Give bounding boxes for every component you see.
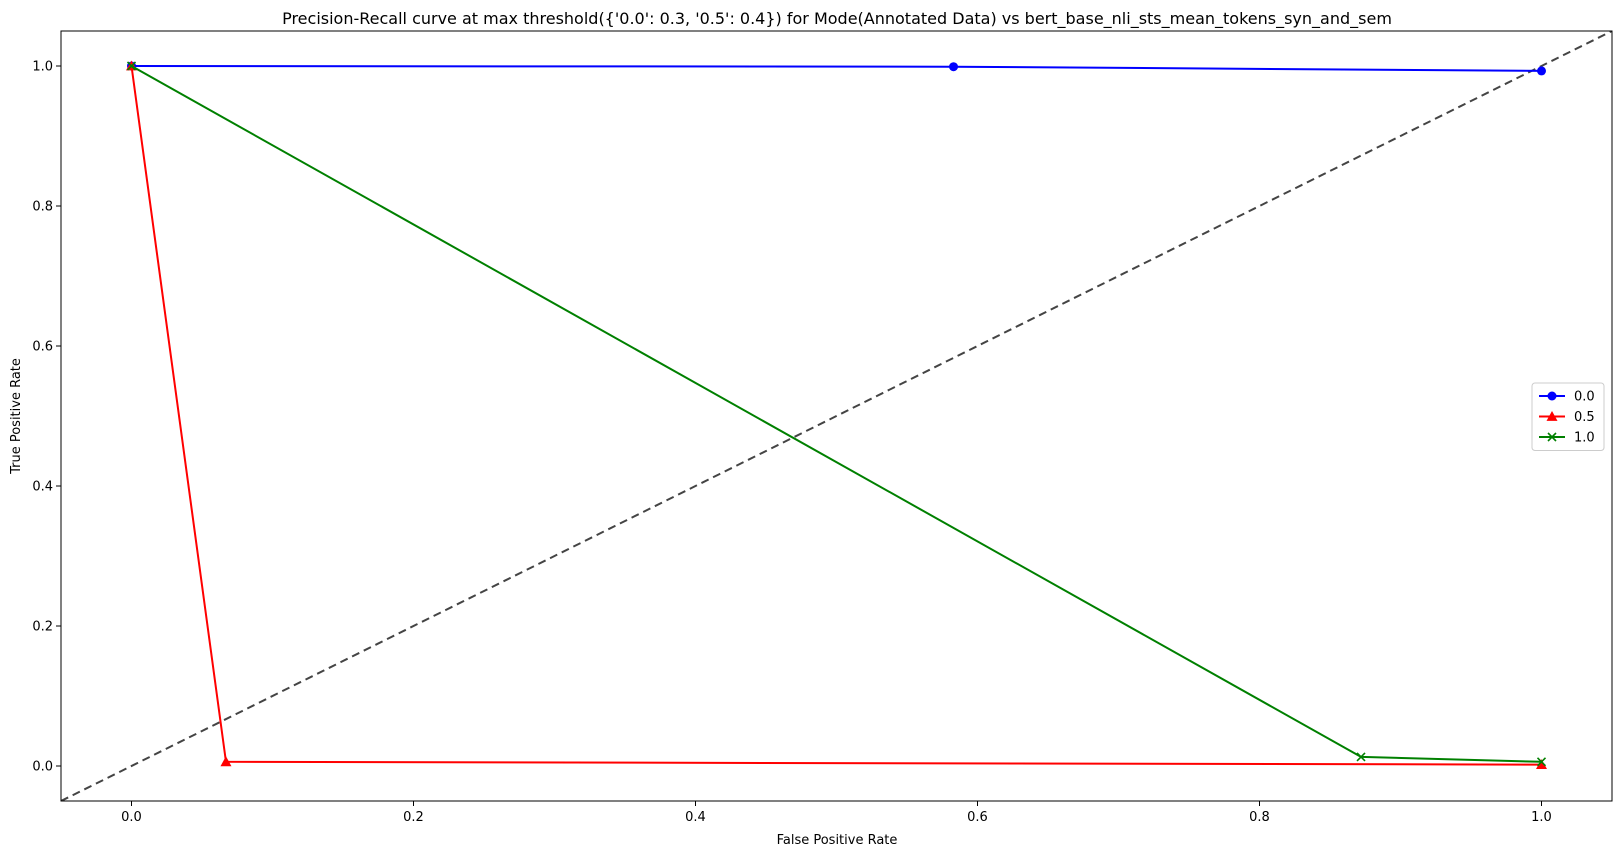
legend-label-0.5: 0.5	[1574, 410, 1595, 425]
series-1.0	[126, 61, 1547, 767]
data-point-1.0-2	[1536, 757, 1547, 767]
y-tick-label: 0.0	[32, 760, 53, 775]
y-tick-label: 0.6	[32, 340, 53, 355]
x-tick-label: 0.6	[967, 810, 988, 825]
legend-item-0.0: 0.0	[1539, 390, 1595, 405]
data-point-0.5-2	[1536, 759, 1547, 769]
x-tick-label: 0.4	[685, 810, 706, 825]
data-point-1.0-1	[1356, 752, 1366, 762]
y-axis-title: True Positive Rate	[9, 358, 24, 475]
legend-marker-0.0	[1547, 391, 1557, 401]
plot-frame	[60, 30, 1613, 802]
legend-label-0.0: 0.0	[1574, 390, 1595, 405]
y-tick-label: 1.0	[32, 60, 53, 75]
x-tick-label: 1.0	[1531, 810, 1552, 825]
legend-item-0.5: 0.5	[1539, 410, 1595, 425]
y-tick-label: 0.4	[32, 480, 53, 495]
x-tick-label: 0.2	[403, 810, 424, 825]
data-point-0.5-1	[220, 756, 232, 767]
data-point-0.0-2	[1537, 66, 1546, 76]
legend-item-1.0: 1.0	[1539, 431, 1595, 446]
reference-diagonal-line	[61, 31, 1612, 801]
x-tick-label: 0.0	[121, 810, 142, 825]
legend: 0.0 0.5 1.0	[1531, 382, 1605, 451]
data-point-0.0-1	[949, 62, 959, 72]
x-axis-title: False Positive Rate	[777, 833, 898, 848]
y-tick-label: 0.8	[32, 200, 53, 215]
plot-area: 0.0 0.2 0.4 0.6 0.8 1.0 0.0 0.2 0.4 0.6 0.8 1.0	[32, 30, 1613, 825]
x-tick-label: 0.8	[1249, 810, 1270, 825]
legend-label-1.0: 1.0	[1574, 431, 1595, 446]
legend-marker-0.5	[1546, 411, 1558, 421]
y-tick-label: 0.2	[32, 620, 53, 635]
legend-marker-1.0	[1547, 432, 1557, 442]
chart-title: Precision-Recall curve at max threshold(…	[282, 9, 1392, 29]
data-point-1.0-0	[126, 61, 137, 71]
